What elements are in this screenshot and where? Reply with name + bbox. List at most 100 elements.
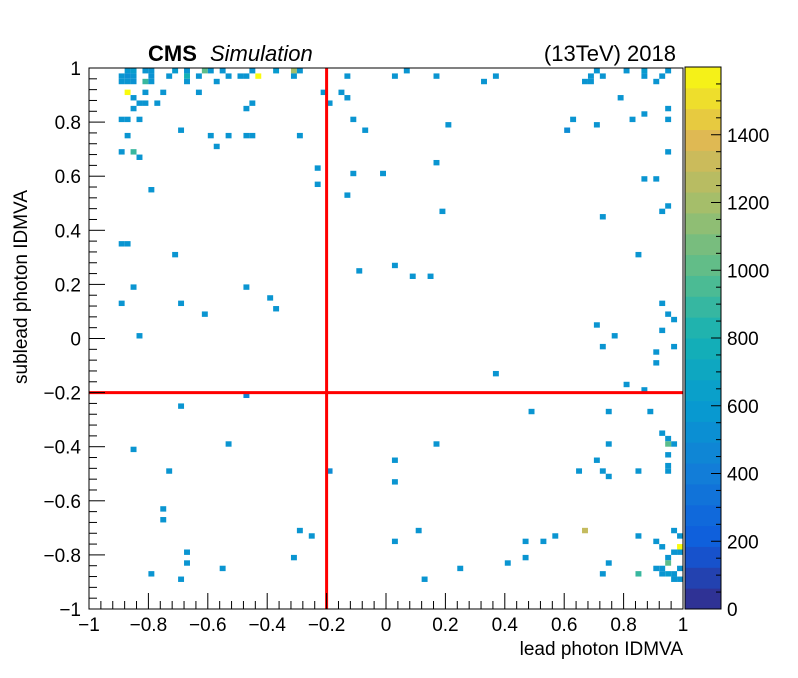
colorbar-band xyxy=(685,463,721,485)
colorbar-tick-label: 0 xyxy=(727,600,738,621)
heatmap-cell xyxy=(647,408,654,415)
heatmap-cell xyxy=(659,208,666,215)
heatmap-cell xyxy=(433,441,440,447)
heatmap-cell xyxy=(148,68,155,74)
heatmap-cell xyxy=(184,78,190,85)
heatmap-cell xyxy=(172,68,179,74)
heatmap-cell xyxy=(184,68,190,74)
heatmap-cell xyxy=(130,78,137,85)
heatmap-cell xyxy=(671,576,678,582)
colorbar-band xyxy=(685,296,721,318)
heatmap-cell xyxy=(344,73,351,79)
heatmap-cell xyxy=(267,295,274,301)
heatmap-cell xyxy=(641,387,648,393)
heatmap-cell xyxy=(659,571,666,577)
colorbar-tick-label: 1400 xyxy=(727,126,769,147)
heatmap-cell xyxy=(290,73,297,79)
x-axis-title: lead photon IDMVA xyxy=(520,639,684,660)
heatmap-cell xyxy=(504,560,511,566)
heatmap-cell xyxy=(611,333,618,339)
heatmap-cell xyxy=(671,549,678,555)
heatmap-cell xyxy=(587,78,594,85)
heatmap-cell xyxy=(433,159,440,166)
heatmap-cell xyxy=(671,343,678,350)
x-tick-label: −0.4 xyxy=(248,615,286,636)
heatmap-cell xyxy=(243,392,250,399)
heatmap-cell xyxy=(671,441,678,447)
heatmap-cell xyxy=(635,571,642,577)
x-tick-label: 0.6 xyxy=(551,615,577,636)
colorbar-band xyxy=(685,421,721,443)
heatmap-cell xyxy=(665,452,672,458)
y-tick-label: 0.4 xyxy=(55,221,82,242)
heatmap-cell xyxy=(576,468,583,474)
heatmap-cell xyxy=(427,273,434,279)
heatmap-cell xyxy=(665,203,672,209)
heatmap-cell xyxy=(623,68,630,74)
heatmap-cell xyxy=(124,241,131,247)
heatmap-cell xyxy=(605,408,612,415)
heatmap-cell xyxy=(118,300,125,307)
heatmap-cell xyxy=(599,343,606,350)
heatmap-cell xyxy=(391,479,398,485)
heatmap-cell xyxy=(136,100,143,106)
heatmap-cell xyxy=(148,571,155,577)
heatmap-cell xyxy=(665,149,672,155)
heatmap-cell xyxy=(665,311,672,317)
colorbar-band xyxy=(685,567,721,589)
heatmap-cell xyxy=(599,571,606,577)
heatmap-cell xyxy=(136,116,143,123)
heatmap-cell xyxy=(130,149,137,155)
heatmap-cell xyxy=(380,170,386,177)
colorbar-band xyxy=(685,150,721,172)
heatmap-cell xyxy=(677,544,683,550)
heatmap-cell xyxy=(350,116,357,123)
heatmap-cell xyxy=(653,360,660,366)
heatmap-cell xyxy=(166,468,173,474)
heatmap-cell xyxy=(593,457,600,463)
heatmap-cell xyxy=(124,73,131,79)
heatmap-cell xyxy=(653,78,660,85)
x-axis: −1 −0.8 −0.6 −0.4 −0.2 0 0.2 0.4 0.6 0.8 1 xyxy=(78,593,688,636)
heatmap-cell xyxy=(671,316,678,323)
heatmap-cell xyxy=(118,149,125,155)
heatmap-cell xyxy=(599,214,606,220)
heatmap-cell xyxy=(160,517,167,523)
heatmap-cell xyxy=(219,68,226,74)
heatmap-cell xyxy=(243,284,250,290)
x-tick-label: 0 xyxy=(381,615,392,636)
heatmap-cell xyxy=(409,273,416,279)
heatmap-cell xyxy=(148,78,155,85)
heatmap-cell xyxy=(225,132,232,139)
x-tick-label: 1 xyxy=(678,615,689,636)
heatmap-cell xyxy=(593,68,600,74)
heatmap-cell xyxy=(623,381,630,388)
heatmap-cell xyxy=(124,78,131,85)
x-tick-label: 0.8 xyxy=(610,615,636,636)
heatmap-cell xyxy=(492,73,499,79)
y-tick-label: −0.4 xyxy=(43,438,81,459)
heatmap-cell xyxy=(641,73,648,79)
colorbar-band xyxy=(685,108,721,131)
heatmap-cell xyxy=(665,116,672,123)
colorbar-band xyxy=(685,129,721,151)
heatmap-cell xyxy=(130,105,137,112)
heatmap-cell xyxy=(142,100,149,106)
heatmap-cell xyxy=(326,100,333,106)
heatmap-cell xyxy=(201,311,208,317)
colorbar-band xyxy=(685,317,721,339)
heatmap-cell xyxy=(641,111,648,117)
colorbar-tick-label: 200 xyxy=(727,532,759,553)
heatmap-cell xyxy=(148,187,155,193)
heatmap-cell xyxy=(665,68,672,74)
heatmap-cell xyxy=(659,300,666,307)
colorbar-band xyxy=(685,504,721,527)
heatmap-cell xyxy=(344,192,351,198)
colorbar-tick-label: 600 xyxy=(727,397,759,418)
heatmap-cell xyxy=(665,468,672,474)
heatmap-cell xyxy=(142,89,149,96)
heatmap-cell xyxy=(564,127,571,133)
heatmap-cell xyxy=(290,554,297,561)
x-tick-label: −0.2 xyxy=(308,615,346,636)
